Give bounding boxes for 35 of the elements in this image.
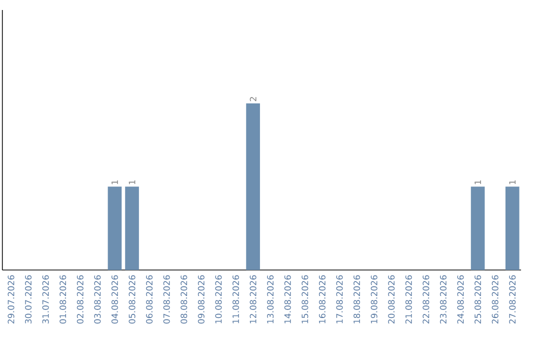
x-tick-label: 12.08.2026 bbox=[250, 275, 256, 324]
x-tick-label: 22.08.2026 bbox=[422, 275, 430, 324]
x-tick-label: 14.08.2026 bbox=[284, 275, 291, 324]
x-tick-label: 21.08.2026 bbox=[405, 275, 412, 324]
x-tick-label: 11.08.2026 bbox=[232, 275, 240, 324]
x-tick-label: 24.08.2026 bbox=[457, 275, 464, 324]
x-tick-label: 18.08.2026 bbox=[354, 275, 360, 324]
x-tick-label: 26.08.2026 bbox=[492, 275, 498, 324]
x-tick-label: 19.08.2026 bbox=[370, 275, 378, 324]
x-tick-label: 17.08.2026 bbox=[336, 275, 343, 324]
x-tick-label: 31.07.2026 bbox=[42, 275, 49, 324]
x-tick-label: 02.08.2026 bbox=[76, 275, 84, 324]
x-tick-label: 04.08.2026 bbox=[111, 275, 118, 324]
x-tick-label: 29.07.2026 bbox=[8, 275, 14, 324]
x-tick-label: 10.08.2026 bbox=[215, 275, 222, 324]
data-label: 1 bbox=[128, 180, 136, 184]
x-tick-label: 16.08.2026 bbox=[318, 275, 326, 324]
x-tick-label: 03.08.2026 bbox=[94, 275, 101, 324]
x-tick-label: 07.08.2026 bbox=[163, 275, 170, 324]
x-tick-label: 09.08.2026 bbox=[198, 275, 204, 324]
x-tick-label: 27.08.2026 bbox=[509, 275, 516, 324]
data-label: 1 bbox=[474, 180, 481, 184]
x-tick-label: 30.07.2026 bbox=[25, 275, 32, 324]
data-label: 1 bbox=[112, 180, 118, 184]
x-tick-label: 25.08.2026 bbox=[474, 275, 482, 324]
x-tick-label: 15.08.2026 bbox=[302, 275, 308, 324]
x-tick-label: 01.08.2026 bbox=[60, 275, 66, 324]
x-tick-label: 06.08.2026 bbox=[146, 275, 153, 324]
x-tick-label: 05.08.2026 bbox=[128, 275, 136, 324]
x-tick-label: 13.08.2026 bbox=[267, 275, 274, 324]
x-tick-label: 20.08.2026 bbox=[388, 275, 395, 324]
data-label: 1 bbox=[509, 180, 516, 184]
x-tick-label: 23.08.2026 bbox=[440, 275, 446, 324]
x-tick-label: 08.08.2026 bbox=[180, 275, 188, 324]
data-label: 2 bbox=[250, 97, 256, 102]
